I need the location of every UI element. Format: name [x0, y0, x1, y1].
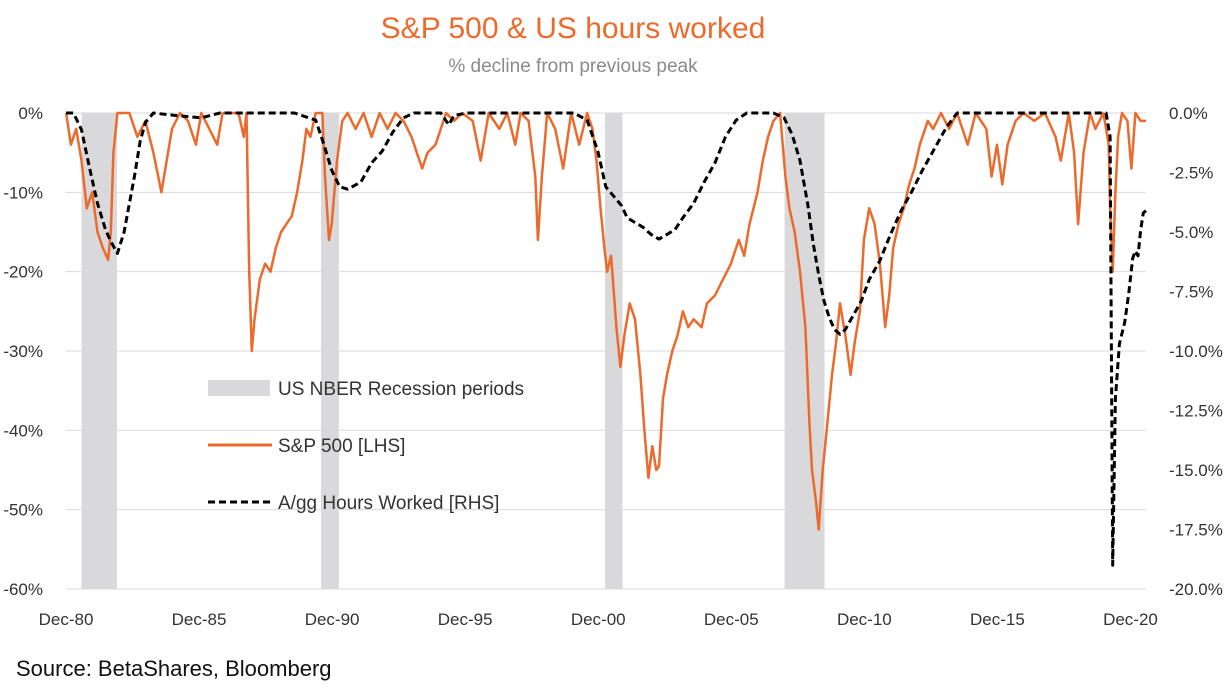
right-tick-label: -12.5% [1169, 402, 1223, 421]
right-tick-label: -17.5% [1169, 521, 1223, 540]
left-tick-label: 0% [18, 104, 43, 123]
legend-label: US NBER Recession periods [278, 379, 524, 400]
right-tick-label: -10.0% [1169, 342, 1223, 361]
right-tick-label: -20.0% [1169, 580, 1223, 599]
left-tick-label: -50% [3, 501, 43, 520]
legend-label: A/gg Hours Worked [RHS] [278, 493, 499, 514]
left-tick-label: -60% [3, 580, 43, 599]
x-tick-label: Dec-10 [837, 610, 892, 629]
x-tick-label: Dec-05 [704, 610, 759, 629]
right-tick-label: -15.0% [1169, 461, 1223, 480]
chart-title: S&P 500 & US hours worked [380, 12, 766, 45]
left-tick-label: -10% [3, 183, 43, 202]
x-tick-label: Dec-95 [438, 610, 493, 629]
x-tick-label: Dec-20 [1103, 610, 1158, 629]
legend-label: S&P 500 [LHS] [278, 436, 405, 457]
right-tick-label: -7.5% [1169, 283, 1213, 302]
legend-swatch-recession [208, 380, 270, 396]
source-note: Source: BetaShares, Bloomberg [16, 656, 332, 681]
hours-worked-line [66, 111, 1147, 567]
left-tick-label: -30% [3, 342, 43, 361]
right-tick-label: -2.5% [1169, 164, 1213, 183]
right-tick-label: 0.0% [1169, 104, 1208, 123]
series-lines [64, 111, 1147, 567]
chart-area: 0% -10% -20% -30% -40% -50% -60% 0.0% -2.5% -5.0… [3, 104, 1223, 629]
right-axis-ticks: 0.0% -2.5% -5.0% -7.5% -10.0% -12.5% -15.0% -17… [1169, 104, 1223, 599]
x-tick-label: Dec-85 [172, 610, 227, 629]
x-tick-label: Dec-90 [305, 610, 360, 629]
x-tick-label: Dec-15 [970, 610, 1025, 629]
left-tick-label: -20% [3, 263, 43, 282]
x-axis-ticks: Dec-80 Dec-85 Dec-90 Dec-95 Dec-00 Dec-05 Dec-… [39, 610, 1158, 629]
right-tick-label: -5.0% [1169, 223, 1213, 242]
left-axis-ticks: 0% -10% -20% -30% -40% -50% -60% [3, 104, 43, 599]
chart-subtitle: % decline from previous peak [448, 56, 698, 77]
x-tick-label: Dec-00 [571, 610, 626, 629]
left-tick-label: -40% [3, 421, 43, 440]
legend: US NBER Recession periods S&P 500 [LHS] A/… [208, 379, 524, 514]
x-tick-label: Dec-80 [39, 610, 94, 629]
